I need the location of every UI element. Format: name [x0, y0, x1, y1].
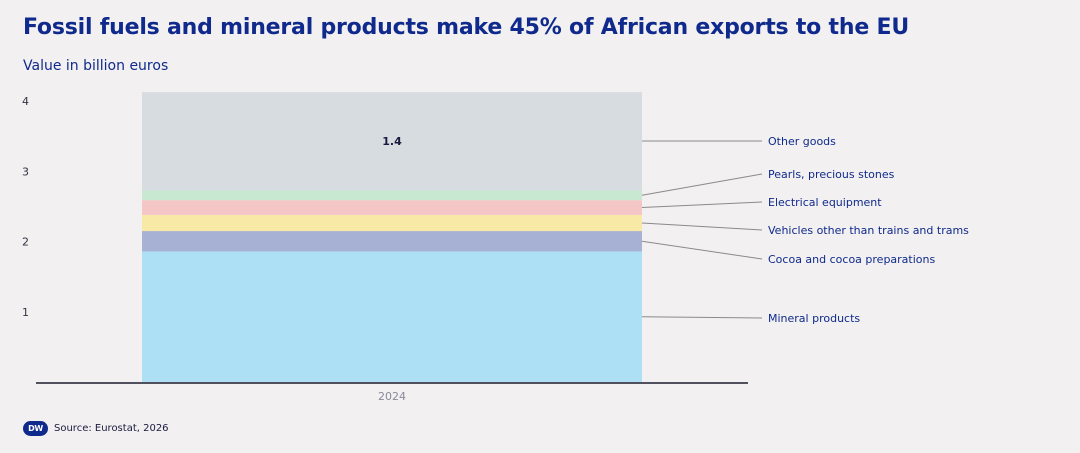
y-tick-label: 4 — [22, 95, 29, 108]
bar-segment-cocoa-and-cocoa-preparations — [142, 231, 642, 252]
data-label: 1.4 — [382, 135, 402, 148]
legend-label: Vehicles other than trains and trams — [768, 224, 969, 237]
leader-line — [641, 240, 763, 260]
leader-line — [641, 316, 763, 319]
y-tick-label: 3 — [22, 165, 29, 178]
bar-segment-pearls-precious-stones — [142, 190, 642, 201]
bar-segment-vehicles-other-than-trains-and-trams — [142, 214, 642, 232]
footer: DW Source: Eurostat, 2026 — [23, 421, 169, 436]
chart-subtitle: Value in billion euros — [23, 58, 169, 74]
legend-label: Mineral products — [768, 312, 860, 325]
dw-logo-icon: DW — [23, 421, 48, 436]
y-tick-label: 1 — [22, 306, 29, 319]
leader-line — [641, 201, 763, 209]
leader-line — [641, 222, 763, 231]
leader-line — [641, 173, 763, 196]
legend-label: Cocoa and cocoa preparations — [768, 253, 935, 266]
bar-segment-other-goods — [142, 92, 642, 191]
bar-segment-mineral-products — [142, 251, 642, 382]
legend-label: Electrical equipment — [768, 196, 882, 209]
bar-segment-electrical-equipment — [142, 200, 642, 215]
legend-label: Pearls, precious stones — [768, 168, 895, 181]
source-note: Source: Eurostat, 2026 — [54, 423, 169, 434]
x-tick-label: 2024 — [378, 390, 406, 403]
y-tick-label: 2 — [22, 236, 29, 249]
chart-title: Fossil fuels and mineral products make 4… — [23, 15, 910, 40]
legend-label: Other goods — [768, 135, 836, 148]
